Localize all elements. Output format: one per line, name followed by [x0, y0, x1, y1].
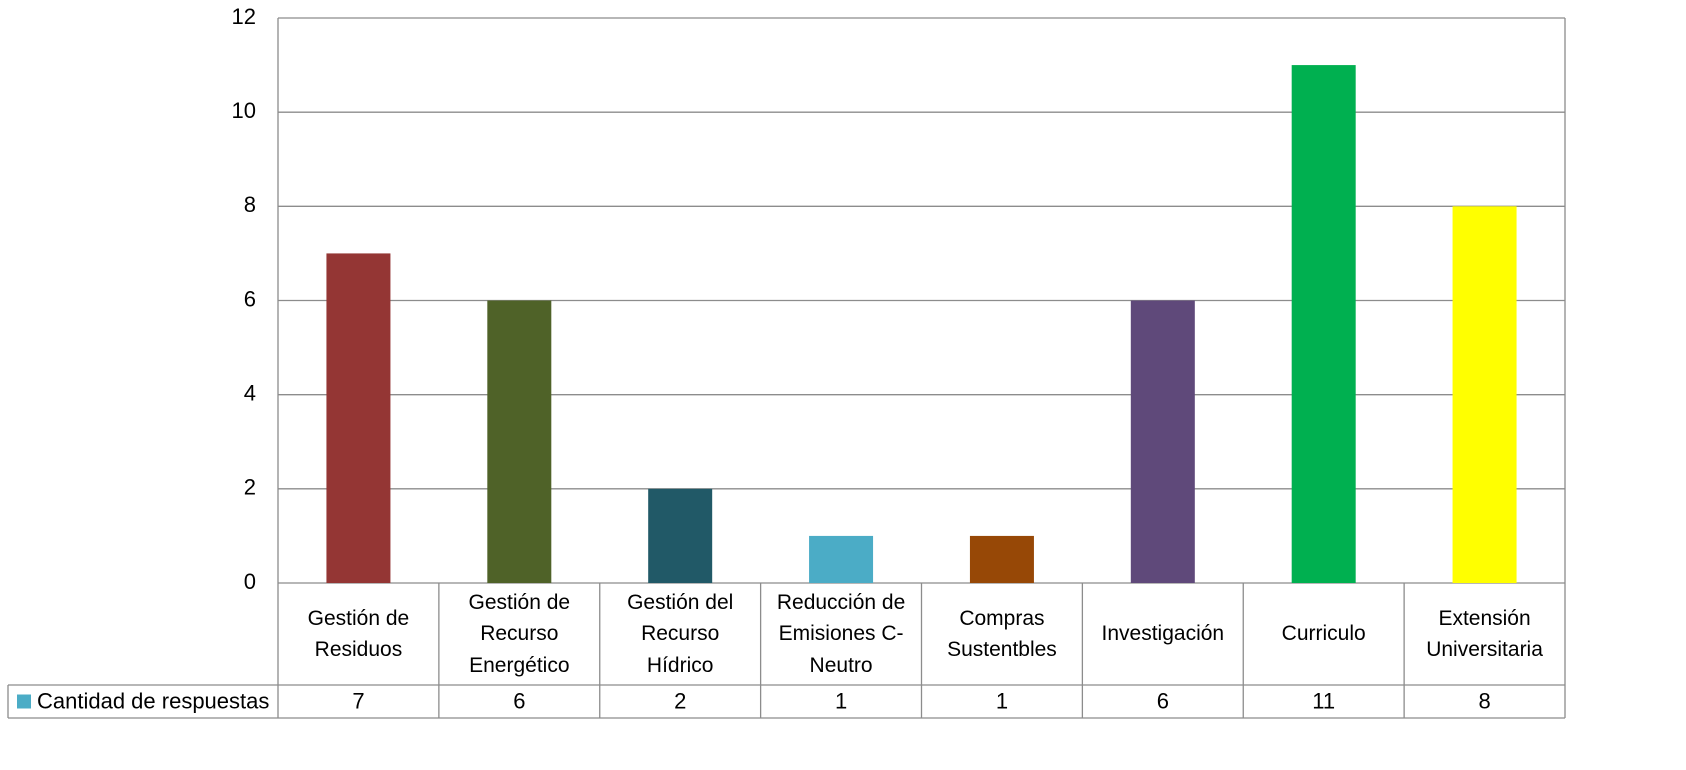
x-tick-label: Gestión de Recurso Energético — [468, 590, 571, 677]
x-tick-label: Reducción de Emisiones C-Neutro — [776, 590, 906, 677]
x-tick-label: Compras Sustentbles — [947, 606, 1057, 662]
table-value: 7 — [352, 688, 364, 713]
bar — [809, 535, 874, 583]
y-tick-label: 6 — [244, 286, 256, 311]
bar — [969, 535, 1034, 583]
x-tick-label: Curriculo — [1281, 622, 1366, 646]
legend-label: Cantidad de respuestas — [37, 688, 269, 713]
y-tick-label: 0 — [244, 569, 256, 594]
y-tick-label: 12 — [232, 4, 256, 29]
table-value: 11 — [1312, 688, 1335, 713]
x-tick-label: Investigación — [1101, 622, 1225, 646]
bar — [487, 300, 552, 583]
table-value: 6 — [513, 688, 525, 713]
table-value: 2 — [674, 688, 686, 713]
table-value: 1 — [835, 688, 847, 713]
table-value: 8 — [1478, 688, 1490, 713]
y-tick-label: 4 — [244, 380, 256, 405]
y-tick-label: 8 — [244, 192, 256, 217]
table-value: 6 — [1157, 688, 1169, 713]
table-value: 1 — [996, 688, 1008, 713]
bar — [1130, 300, 1195, 583]
bar — [1291, 65, 1356, 584]
y-tick-label: 2 — [244, 475, 256, 500]
x-tick-label: Gestión de Residuos — [307, 606, 410, 662]
x-tick-label: Gestión del Recurso Hídrico — [627, 590, 734, 677]
bar — [1452, 206, 1517, 584]
bar — [326, 253, 391, 583]
bar — [648, 488, 713, 583]
x-tick-label: Extensión Universitaria — [1426, 606, 1543, 662]
legend-swatch — [17, 694, 31, 709]
y-tick-label: 10 — [232, 98, 256, 123]
